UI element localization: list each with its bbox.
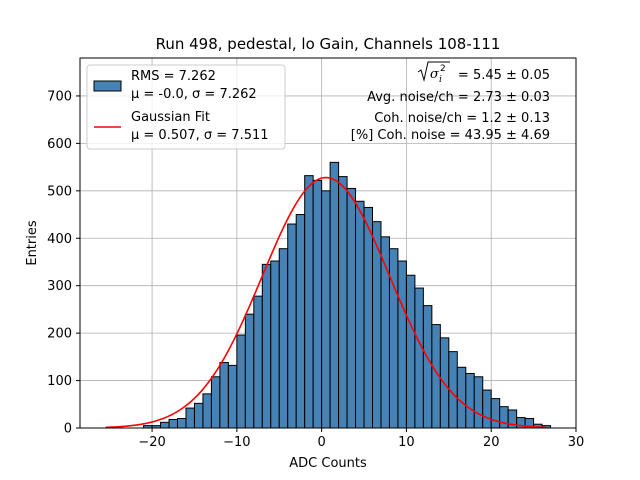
histogram-bar [329, 161, 340, 429]
y-tick-label: 500 [47, 184, 72, 199]
histogram-bar [321, 190, 331, 429]
histogram-bar [388, 248, 399, 429]
histogram-bar [219, 362, 229, 429]
x-tick-label: 30 [568, 435, 585, 450]
y-tick-label: 100 [47, 374, 72, 389]
histogram-bar [482, 389, 492, 429]
histogram-bar [185, 407, 195, 429]
chart-title: Run 498, pedestal, lo Gain, Channels 108… [156, 35, 501, 53]
x-tick-label: 0 [318, 435, 326, 450]
histogram-bar [253, 295, 263, 429]
stat-line-1: = 5.45 ± 0.05 [458, 68, 550, 83]
y-axis-ticks: 0 100 200 300 400 500 600 700 [47, 89, 80, 437]
x-tick-label: 20 [483, 435, 500, 450]
histogram-bar [295, 214, 306, 429]
histogram-bar [236, 334, 246, 429]
histogram-bar [346, 187, 357, 429]
legend-fit-label-line2: μ = 0.507, σ = 7.511 [131, 128, 269, 143]
histogram-bar [355, 200, 365, 429]
legend-fit-label: Gaussian Fit [131, 110, 210, 125]
histogram-bar [287, 223, 297, 429]
x-tick-label: −20 [138, 435, 165, 450]
histogram-bar [202, 393, 212, 429]
sqrt-symbol [417, 61, 450, 82]
sigma-symbol: σ [430, 67, 440, 82]
histogram-bar [405, 274, 416, 429]
histogram-bar [270, 260, 280, 429]
x-axis-ticks: −20 −10 0 10 20 30 [138, 428, 584, 450]
histogram-bar [397, 260, 407, 429]
histogram-bar [363, 206, 374, 429]
gaussian-fit-curve [105, 176, 547, 429]
legend-histogram-label-line2: μ = -0.0, σ = 7.262 [131, 87, 257, 102]
stat-line-2: Avg. noise/ch = 2.73 ± 0.03 [367, 90, 550, 105]
histogram-bar [456, 366, 467, 429]
legend: RMS = 7.262 μ = -0.0, σ = 7.262 Gaussian… [86, 64, 286, 150]
legend-histogram-label: RMS = 7.262 [131, 69, 216, 84]
x-axis-label: ADC Counts [289, 456, 367, 471]
histogram-bar [422, 305, 433, 429]
y-tick-label: 400 [47, 232, 72, 247]
histogram-bars [143, 161, 552, 429]
stat-line-4: [%] Coh. noise = 43.95 ± 4.69 [351, 128, 550, 143]
y-tick-label: 700 [47, 89, 72, 104]
histogram-bar [338, 176, 348, 429]
y-axis-label: Entries [25, 220, 40, 266]
sigma-subscript: i [439, 75, 442, 85]
histogram-bar [473, 376, 484, 429]
histogram-bar [414, 287, 424, 429]
histogram-bar [160, 421, 170, 429]
stat-line-3: Coh. noise/ch = 1.2 ± 0.13 [374, 111, 550, 126]
histogram-bar [168, 418, 179, 429]
sigma-i-squared-sqrt: σ i 2 [417, 61, 450, 85]
histogram-bar [193, 402, 204, 429]
histogram-bar [177, 418, 187, 429]
histogram-bar [499, 406, 509, 429]
histogram-bar [278, 248, 289, 429]
y-tick-label: 300 [47, 279, 72, 294]
histogram-bar [244, 313, 255, 429]
x-tick-label: 10 [398, 435, 415, 450]
histogram-bar [227, 364, 238, 429]
legend-box [86, 64, 286, 150]
histogram-bar [490, 398, 501, 429]
histogram-bar [312, 179, 323, 429]
y-tick-label: 600 [47, 137, 72, 152]
histogram-bar [304, 175, 314, 429]
y-tick-label: 0 [64, 422, 72, 437]
histogram-bar [261, 263, 272, 429]
stats-annotation: σ i 2 = 5.45 ± 0.05 Avg. noise/ch = 2.73… [351, 61, 550, 143]
x-tick-label: −10 [223, 435, 250, 450]
legend-histogram-swatch [93, 80, 122, 92]
sigma-superscript: 2 [440, 64, 446, 74]
histogram-bar [210, 376, 221, 429]
histogram-bar [465, 372, 475, 429]
y-tick-label: 200 [47, 327, 72, 342]
plot-frame [79, 57, 577, 429]
